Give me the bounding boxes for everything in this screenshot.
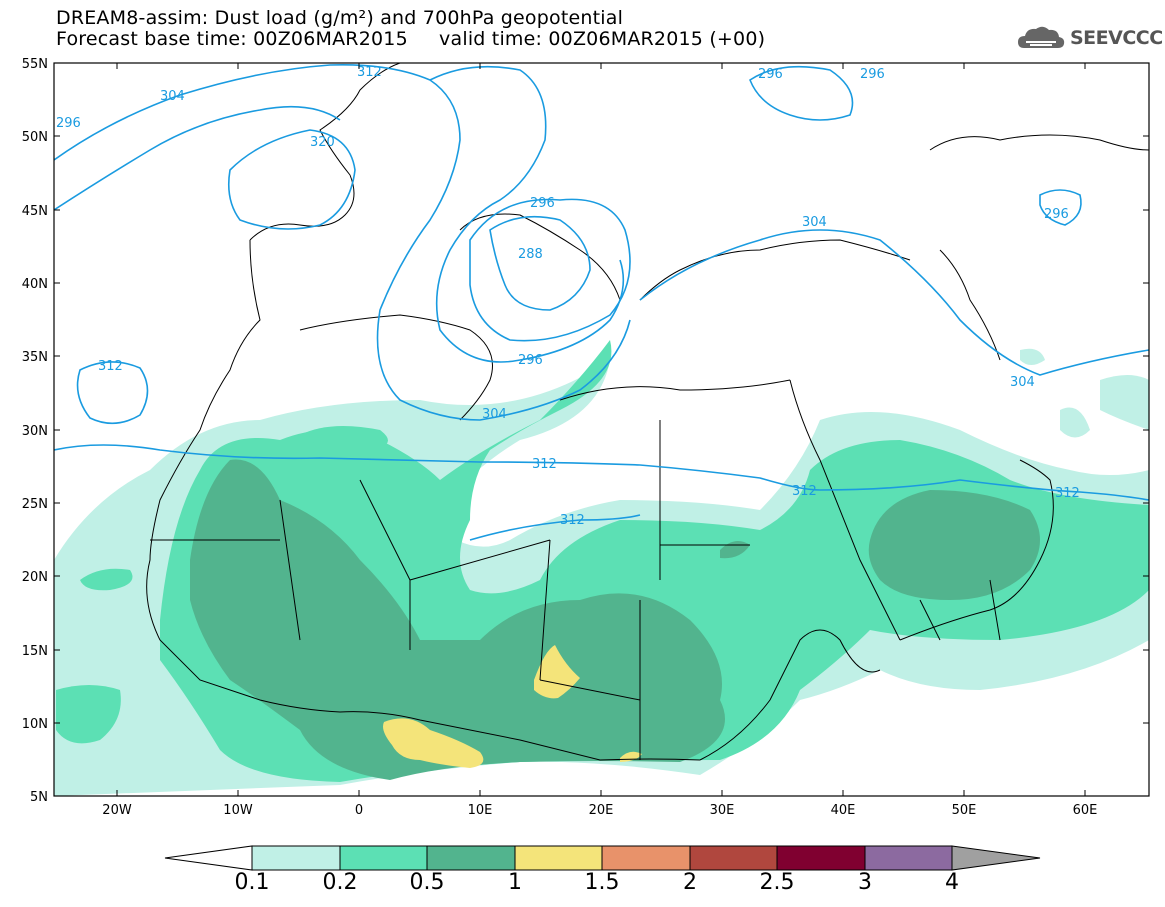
- lon-label: 20W: [102, 803, 132, 818]
- map-title: DREAM8-assim: Dust load (g/m²) and 700hP…: [56, 7, 624, 29]
- colorbar-swatch: [689, 845, 778, 871]
- contour-label: 312: [532, 457, 557, 472]
- latitude-axis: 55N 50N 45N 40N 35N 30N 25N 20N 15N 10N …: [22, 57, 1149, 805]
- lat-label: 5N: [30, 790, 48, 805]
- lat-label: 10N: [22, 717, 48, 732]
- colorbar-swatch: [776, 845, 866, 871]
- lat-label: 40N: [22, 277, 48, 292]
- contour-label: 304: [482, 407, 507, 422]
- colorbar-min-arrow: [164, 845, 253, 871]
- colorbar-swatch: [251, 845, 341, 871]
- lat-label: 25N: [22, 497, 48, 512]
- contour-label: 312: [560, 513, 585, 528]
- colorbar-label: 1.5: [584, 870, 620, 895]
- colorbar-swatch: [864, 845, 953, 871]
- colorbar-swatch: [426, 845, 516, 871]
- lat-label: 35N: [22, 350, 48, 365]
- longitude-axis: 20W 10W 0 10E 20E 30E 40E 50E 60E: [102, 63, 1097, 818]
- contour-label: 312: [98, 359, 123, 374]
- dust-layer-1: [383, 645, 642, 768]
- cloud-icon: [1018, 26, 1065, 48]
- colorbar-label: 2: [683, 870, 697, 895]
- contour-label: 296: [56, 116, 81, 131]
- forecast-time-subtitle: Forecast base time: 00Z06MAR2015 valid t…: [56, 28, 766, 50]
- contour-label: 296: [530, 196, 555, 211]
- geopotential-contours: [54, 63, 1149, 541]
- colorbar-max-arrow: [951, 845, 1041, 871]
- lon-label: 20E: [589, 803, 614, 818]
- contour-label: 312: [1055, 486, 1080, 501]
- contour-label: 296: [860, 67, 885, 82]
- coastlines-borders: [146, 63, 1149, 761]
- colorbar-label: 2.5: [759, 870, 795, 895]
- colorbar-label: 0.2: [322, 870, 358, 895]
- lat-label: 15N: [22, 644, 48, 659]
- colorbar-swatch: [601, 845, 691, 871]
- lon-label: 60E: [1073, 803, 1098, 818]
- colorbar-swatch: [339, 845, 428, 871]
- lon-label: 10E: [468, 803, 493, 818]
- colorbar-label: 4: [945, 870, 959, 895]
- contour-labels: 312 304 296 320 296 288 296 296 296 304 …: [56, 65, 1080, 528]
- contour-label: 320: [310, 135, 335, 150]
- colorbar-label: 0.5: [409, 870, 445, 895]
- colorbar-label: 3: [858, 870, 872, 895]
- contour-label: 312: [792, 484, 817, 499]
- contour-label: 312: [357, 65, 382, 80]
- lat-label: 30N: [22, 424, 48, 439]
- logo-text: SEEVCCC: [1070, 27, 1163, 49]
- contour-label: 296: [518, 353, 543, 368]
- lon-label: 30E: [710, 803, 735, 818]
- lon-label: 40E: [831, 803, 856, 818]
- lat-label: 45N: [22, 204, 48, 219]
- seevccc-logo: SEEVCCC: [1016, 24, 1163, 52]
- contour-label: 304: [802, 215, 827, 230]
- colorbar-label: 0.1: [234, 870, 270, 895]
- lat-label: 55N: [22, 57, 48, 72]
- colorbar-swatch: [514, 845, 603, 871]
- lon-label: 0: [355, 803, 363, 818]
- contour-label: 288: [518, 247, 543, 262]
- contour-label: 296: [758, 67, 783, 82]
- colorbar-label: 1: [508, 870, 522, 895]
- lat-label: 20N: [22, 570, 48, 585]
- contour-label: 304: [160, 89, 185, 104]
- contour-label: 296: [1044, 207, 1069, 222]
- contour-label: 304: [1010, 375, 1035, 390]
- colorbar: [164, 845, 1041, 871]
- lat-label: 50N: [22, 130, 48, 145]
- lon-label: 50E: [952, 803, 977, 818]
- lon-label: 10W: [223, 803, 253, 818]
